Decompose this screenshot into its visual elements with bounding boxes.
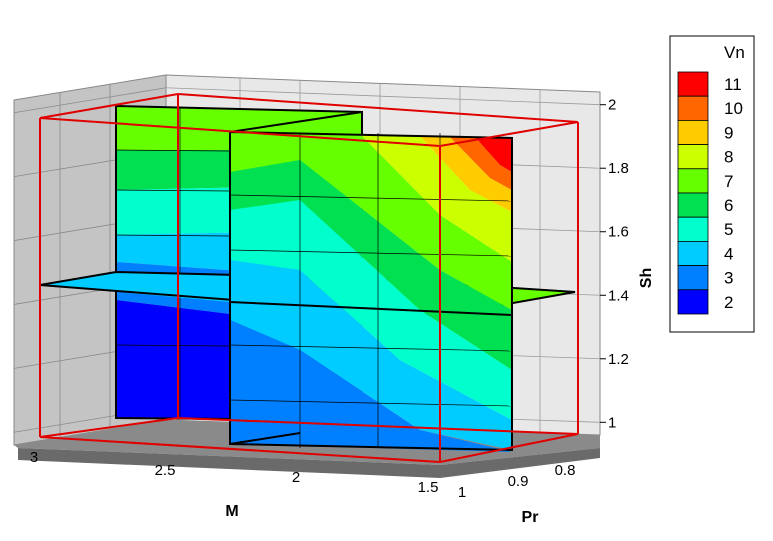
x-axis-title: M xyxy=(225,503,238,520)
legend-items: 11 10 9 8 7 6 5 4 3 2 xyxy=(677,71,743,315)
legend-swatch xyxy=(677,192,709,218)
x-tick-label: 1.5 xyxy=(418,479,439,496)
front-slice-band xyxy=(420,136,512,212)
bounding-box xyxy=(39,93,579,463)
slice-intersection-line xyxy=(229,301,513,316)
slice-intersection-line xyxy=(229,111,363,133)
legend-label: 5 xyxy=(724,220,733,239)
legend-swatch xyxy=(677,95,709,121)
bounding-box-edge xyxy=(177,93,579,123)
legend-label: 10 xyxy=(724,99,743,118)
front-slice-outline xyxy=(229,130,513,452)
back-wall-gridline xyxy=(165,87,601,106)
front-slice-band xyxy=(230,132,512,310)
horizontal-slice-band xyxy=(40,272,230,302)
legend-label: 9 xyxy=(724,123,733,142)
y-tick-label: 0.9 xyxy=(508,473,529,490)
front-slice-gridline xyxy=(229,399,513,407)
floor-front xyxy=(18,448,600,478)
legend: Vn 11 10 9 8 7 6 5 4 3 2 xyxy=(669,35,755,333)
legend-swatch xyxy=(677,265,709,291)
back-slice-gridline xyxy=(115,149,231,152)
y-axis-title: Pr xyxy=(522,509,539,526)
front-slice-gridline xyxy=(229,344,513,352)
contour-slices xyxy=(39,104,576,452)
front-slice-band xyxy=(450,137,512,190)
bounding-box-edge xyxy=(39,93,179,119)
slice-intersection-line xyxy=(229,432,301,445)
front-slice-band xyxy=(360,134,512,262)
z-axis-title: Sh xyxy=(638,268,655,288)
bounding-box-edge xyxy=(39,417,179,438)
legend-label: 8 xyxy=(724,148,733,167)
legend-swatch xyxy=(677,240,709,266)
legend-label: 6 xyxy=(724,196,733,215)
legend-title: Vn xyxy=(724,43,745,62)
front-slice-gridline xyxy=(229,194,513,202)
front-slice-gridline xyxy=(229,249,513,257)
z-tick-label: 1.4 xyxy=(608,287,629,304)
bounding-box-edge xyxy=(439,433,579,463)
z-tick-label: 2 xyxy=(608,97,616,114)
bounding-box-edge xyxy=(177,417,579,435)
front-slice-band xyxy=(475,137,512,172)
front-slice-band xyxy=(230,160,512,370)
back-slice-gridline xyxy=(115,344,231,347)
z-tick-label: 1.2 xyxy=(608,351,629,368)
z-tick-label: 1.6 xyxy=(608,224,629,241)
bounding-box-edge xyxy=(39,436,441,463)
bounding-box-edge xyxy=(39,117,441,147)
z-tick-label: 1 xyxy=(608,414,616,431)
axis-ticks: 3 2.5 2 1.5 1 0.9 0.8 1 1.2 1.4 1.6 1.8 2 xyxy=(30,97,629,501)
legend-swatch xyxy=(677,289,709,315)
legend-swatch xyxy=(677,71,709,97)
front-slice-band xyxy=(230,320,512,452)
legend-swatch xyxy=(677,120,709,146)
y-tick-label: 1 xyxy=(458,484,466,501)
legend-label: 7 xyxy=(724,172,733,191)
legend-label: 11 xyxy=(724,75,742,94)
front-slice-band xyxy=(230,260,512,450)
legend-swatch xyxy=(677,216,709,242)
back-slice-gridline xyxy=(115,189,231,192)
left-wall-gridline xyxy=(13,87,167,114)
z-tick-label: 1.8 xyxy=(608,160,629,177)
back-slice-gridline xyxy=(115,234,231,237)
legend-label: 2 xyxy=(724,293,733,312)
legend-swatch xyxy=(677,144,709,170)
x-tick-label: 2 xyxy=(292,469,300,486)
x-tick-label: 3 xyxy=(30,449,38,466)
bounding-box-edge xyxy=(439,121,579,147)
legend-label: 4 xyxy=(724,244,733,263)
y-tick-label: 0.8 xyxy=(555,462,576,479)
legend-label: 3 xyxy=(724,269,733,288)
x-tick-label: 2.5 xyxy=(155,462,176,479)
front-slice-band xyxy=(230,200,512,420)
legend-swatch xyxy=(677,168,709,194)
